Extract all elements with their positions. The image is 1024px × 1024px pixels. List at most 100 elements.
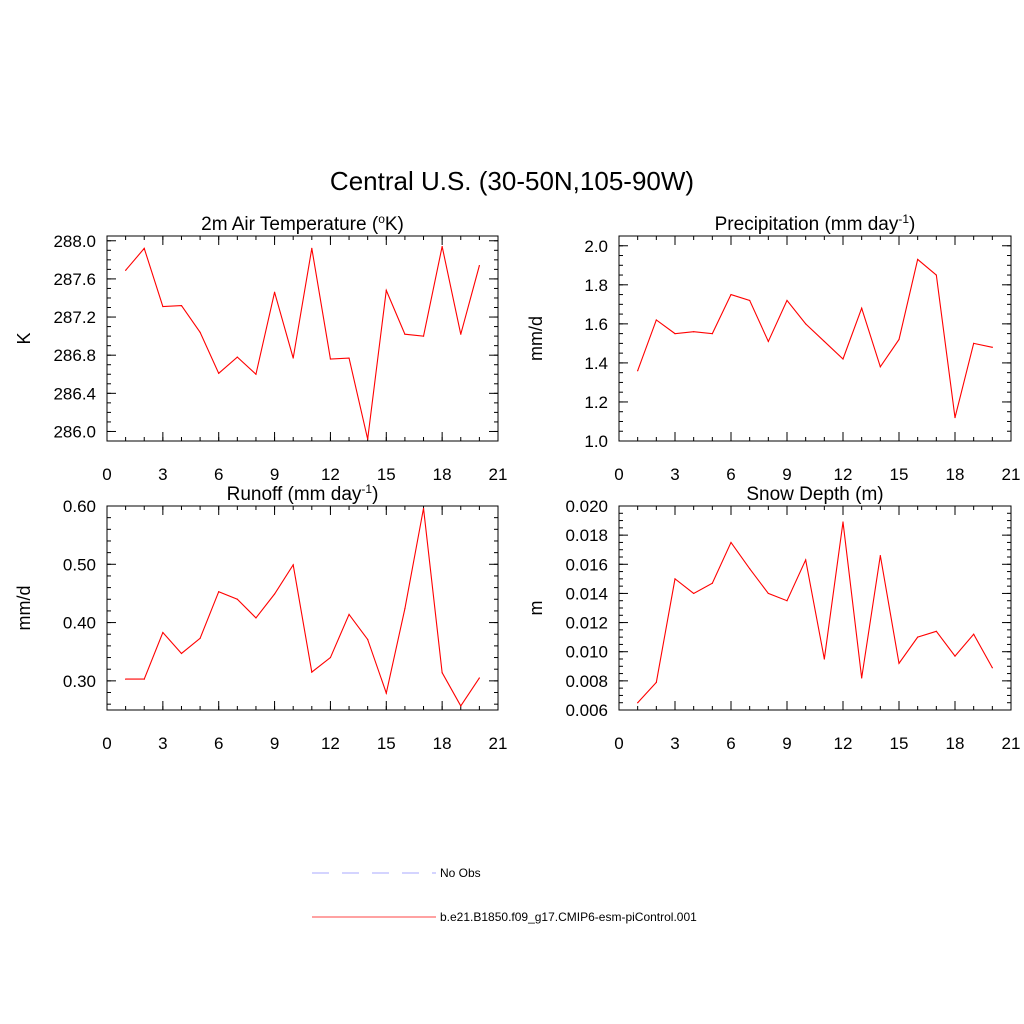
panel-runoff: 0 3 6 9 12 15 18 21 0.30 0.40 0.50 0.60 mm/d Runoff (…: [14, 482, 507, 753]
legend: No Obs b.e21.B1850.f09_g17.CMIP6-esm-piC…: [312, 866, 697, 924]
data-point: [898, 338, 900, 341]
data-point: [199, 637, 201, 639]
data-point: [478, 264, 480, 267]
y-tick-label: 286.8: [53, 346, 96, 365]
data-point: [329, 656, 332, 659]
data-point: [861, 677, 863, 679]
data-point: [385, 289, 387, 291]
x-tick-label: 6: [726, 734, 735, 753]
data-point: [879, 554, 881, 557]
y-tick-label: 0.018: [565, 526, 608, 545]
data-point: [441, 245, 443, 248]
data-point: [273, 291, 276, 293]
data-point: [693, 331, 695, 333]
x-tick-label: 21: [489, 465, 508, 484]
y-tick-label: 1.6: [584, 315, 608, 334]
data-point: [805, 323, 807, 325]
data-point: [218, 372, 220, 374]
data-point: [954, 416, 956, 419]
data-point: [749, 568, 751, 570]
panel-title: 2m Air Temperature (oK): [201, 212, 404, 235]
x-tick-label: 6: [214, 465, 223, 484]
legend-label-no-obs: No Obs: [440, 866, 481, 880]
series-line: [125, 508, 480, 707]
y-tick-label: 286.4: [53, 384, 96, 403]
data-point: [273, 593, 276, 595]
data-point: [842, 358, 844, 360]
data-point: [674, 578, 676, 580]
data-point: [329, 358, 332, 360]
data-point: [162, 631, 164, 634]
data-point: [218, 591, 220, 593]
series-line: [125, 246, 480, 440]
panel-title: Precipitation (mm day-1): [715, 212, 916, 235]
y-tick-label: 0.60: [63, 497, 96, 516]
data-point: [730, 293, 732, 296]
x-tick-label: 12: [321, 734, 340, 753]
y-tick-label: 1.2: [584, 393, 608, 412]
x-tick-label: 0: [102, 734, 111, 753]
data-point: [917, 258, 919, 261]
y-tick-label: 0.50: [63, 555, 96, 574]
x-tick-label: 9: [270, 734, 279, 753]
x-tick-label: 12: [834, 465, 853, 484]
x-tick-label: 18: [433, 465, 452, 484]
x-tick-label: 21: [489, 734, 508, 753]
x-tick-label: 15: [890, 734, 909, 753]
data-point: [404, 333, 406, 335]
x-tick-label: 3: [158, 465, 167, 484]
legend-label-model-run: b.e21.B1850.f09_g17.CMIP6-esm-piControl.…: [440, 910, 697, 924]
data-point: [749, 299, 751, 302]
y-tick-label: 286.0: [53, 422, 96, 441]
y-tick-label: 0.006: [565, 701, 608, 720]
x-tick-label: 9: [782, 734, 791, 753]
y-tick-label: 0.016: [565, 555, 608, 574]
x-tick-label: 18: [433, 734, 452, 753]
y-tick-label: 0.014: [565, 584, 608, 603]
x-tick-label: 9: [782, 465, 791, 484]
panel-snow-depth: 0 3 6 9 12 15 18 21 0.006 0.008 0.010 0.012 0.014 0.0…: [526, 484, 1020, 753]
x-tick-label: 6: [726, 465, 735, 484]
y-tick-label: 0.010: [565, 643, 608, 662]
data-point: [478, 677, 480, 679]
y-axis-label: m: [526, 601, 546, 616]
figure-title: Central U.S. (30-50N,105-90W): [330, 166, 694, 196]
x-tick-label: 18: [946, 734, 965, 753]
data-point: [441, 672, 443, 674]
data-point: [823, 340, 825, 343]
data-point: [199, 331, 201, 333]
y-tick-label: 287.6: [53, 270, 96, 289]
y-tick-label: 0.020: [565, 497, 608, 516]
panel-precipitation: 0 3 6 9 12 15 18 21 1.0 1.2 1.4 1.6 1.8 2.0 mm/d Precip…: [526, 212, 1020, 484]
data-point: [655, 681, 657, 683]
data-point: [367, 638, 369, 641]
x-tick-label: 15: [890, 465, 909, 484]
data-point: [693, 592, 695, 595]
data-point: [935, 630, 937, 632]
x-tick-label: 15: [377, 465, 396, 484]
data-point: [973, 633, 975, 635]
y-tick-label: 1.8: [584, 276, 608, 295]
data-point: [180, 652, 183, 655]
data-point: [711, 333, 713, 335]
x-tick-label: 15: [377, 734, 396, 753]
data-point: [637, 370, 639, 372]
data-point: [637, 702, 639, 704]
panel-title: Snow Depth (m): [746, 484, 883, 505]
data-point: [460, 333, 462, 335]
data-point: [730, 541, 732, 544]
panel-title: Runoff (mm day-1): [227, 482, 379, 505]
x-tick-label: 12: [321, 465, 340, 484]
data-point: [162, 305, 164, 308]
y-axis-label: mm/d: [526, 316, 546, 361]
data-point: [404, 607, 406, 610]
series-line: [637, 521, 993, 704]
data-point: [255, 617, 257, 619]
data-point: [935, 274, 937, 276]
data-point: [292, 564, 294, 566]
data-point: [861, 307, 863, 309]
y-tick-label: 287.2: [53, 308, 96, 327]
data-point: [348, 613, 350, 616]
data-point: [973, 342, 975, 344]
data-point: [879, 366, 881, 368]
